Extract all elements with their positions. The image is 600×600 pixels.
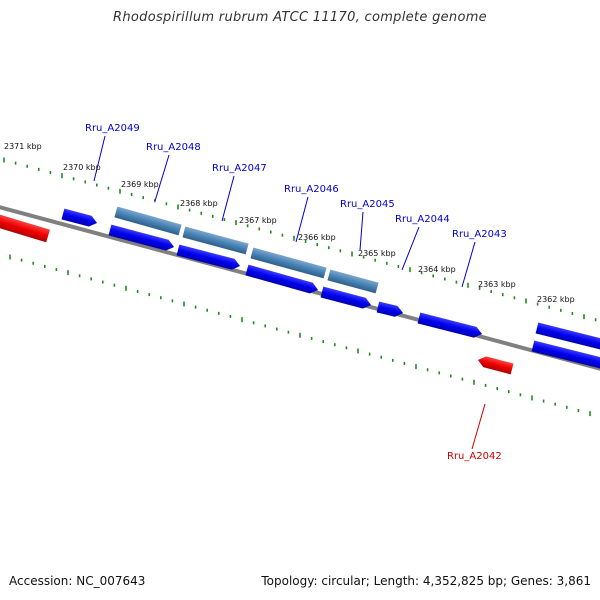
gene-feature bbox=[182, 226, 249, 255]
gene-leader bbox=[471, 403, 486, 450]
cds-forward-shape bbox=[531, 340, 600, 370]
cds-forward bbox=[535, 322, 600, 351]
cds-forward-shape bbox=[245, 264, 319, 294]
cds-forward bbox=[531, 340, 600, 370]
genome-title: Rhodospirillum rubrum ATCC 11170, comple… bbox=[113, 10, 487, 25]
ruler-label: 2369 kbp bbox=[121, 180, 159, 189]
cds-reverse-shape bbox=[0, 213, 51, 243]
gene-features bbox=[0, 206, 600, 375]
gene-leader bbox=[154, 154, 170, 202]
cds-forward bbox=[108, 224, 175, 251]
cds-forward bbox=[176, 244, 241, 270]
cds-forward bbox=[417, 312, 483, 338]
ruler-label: 2364 kbp bbox=[418, 265, 456, 274]
ruler-label: 2368 kbp bbox=[180, 199, 218, 208]
gene-label: Rru_A2044 bbox=[395, 214, 450, 225]
cds-forward bbox=[376, 301, 404, 317]
ruler-label: 2366 kbp bbox=[298, 233, 336, 242]
cds-forward-shape bbox=[61, 208, 98, 227]
cds-forward bbox=[61, 208, 98, 227]
gene-label: Rru_A2049 bbox=[85, 123, 140, 134]
cds-forward bbox=[320, 286, 372, 309]
gene-label: Rru_A2048 bbox=[146, 142, 201, 153]
label-leaders bbox=[93, 135, 486, 450]
cds-reverse bbox=[0, 213, 51, 243]
accession-text: Accession: NC_007643 bbox=[9, 574, 146, 588]
gene-feature-shape bbox=[114, 206, 182, 236]
cds-forward-shape bbox=[535, 322, 600, 351]
topology-text: Topology: circular; Length: 4,352,825 bp… bbox=[261, 574, 591, 588]
gene-leader bbox=[93, 135, 106, 182]
ruler-label: 2367 kbp bbox=[239, 216, 277, 225]
gene-leader bbox=[461, 241, 476, 288]
labels: 2371 kbp 2370 kbp 2369 kbp 2368 kbp 2367 kbp… bbox=[4, 123, 575, 462]
gene-feature bbox=[250, 247, 327, 279]
ruler-label: 2370 kbp bbox=[63, 163, 101, 172]
gene-label: Rru_A2042 bbox=[447, 451, 502, 462]
gene-label: Rru_A2045 bbox=[340, 199, 395, 210]
gene-feature bbox=[114, 206, 182, 236]
cds-forward-shape bbox=[376, 301, 404, 317]
ruler-label: 2371 kbp bbox=[4, 142, 42, 151]
cds-forward bbox=[245, 264, 319, 294]
gene-leader bbox=[295, 196, 309, 243]
gene-feature-shape bbox=[182, 226, 249, 255]
cds-forward-shape bbox=[108, 224, 175, 251]
gene-feature bbox=[327, 269, 379, 294]
gene-label: Rru_A2046 bbox=[284, 184, 339, 195]
gene-label: Rru_A2043 bbox=[452, 229, 507, 240]
gene-leader bbox=[359, 211, 364, 251]
gene-leader bbox=[221, 175, 235, 222]
cds-forward-shape bbox=[417, 312, 483, 338]
gene-feature-shape bbox=[250, 247, 327, 279]
cds-reverse-shape bbox=[477, 356, 514, 375]
ruler-ticks bbox=[3, 157, 597, 417]
gene-leader bbox=[401, 226, 420, 271]
ruler-label: 2365 kbp bbox=[358, 249, 396, 258]
gene-feature-shape bbox=[327, 269, 379, 294]
cds-forward-shape bbox=[176, 244, 241, 270]
ruler-label: 2362 kbp bbox=[537, 295, 575, 304]
cds-forward-shape bbox=[320, 286, 372, 309]
ruler-label: 2363 kbp bbox=[478, 280, 516, 289]
gene-label: Rru_A2047 bbox=[212, 163, 267, 174]
cds-reverse bbox=[477, 356, 514, 375]
